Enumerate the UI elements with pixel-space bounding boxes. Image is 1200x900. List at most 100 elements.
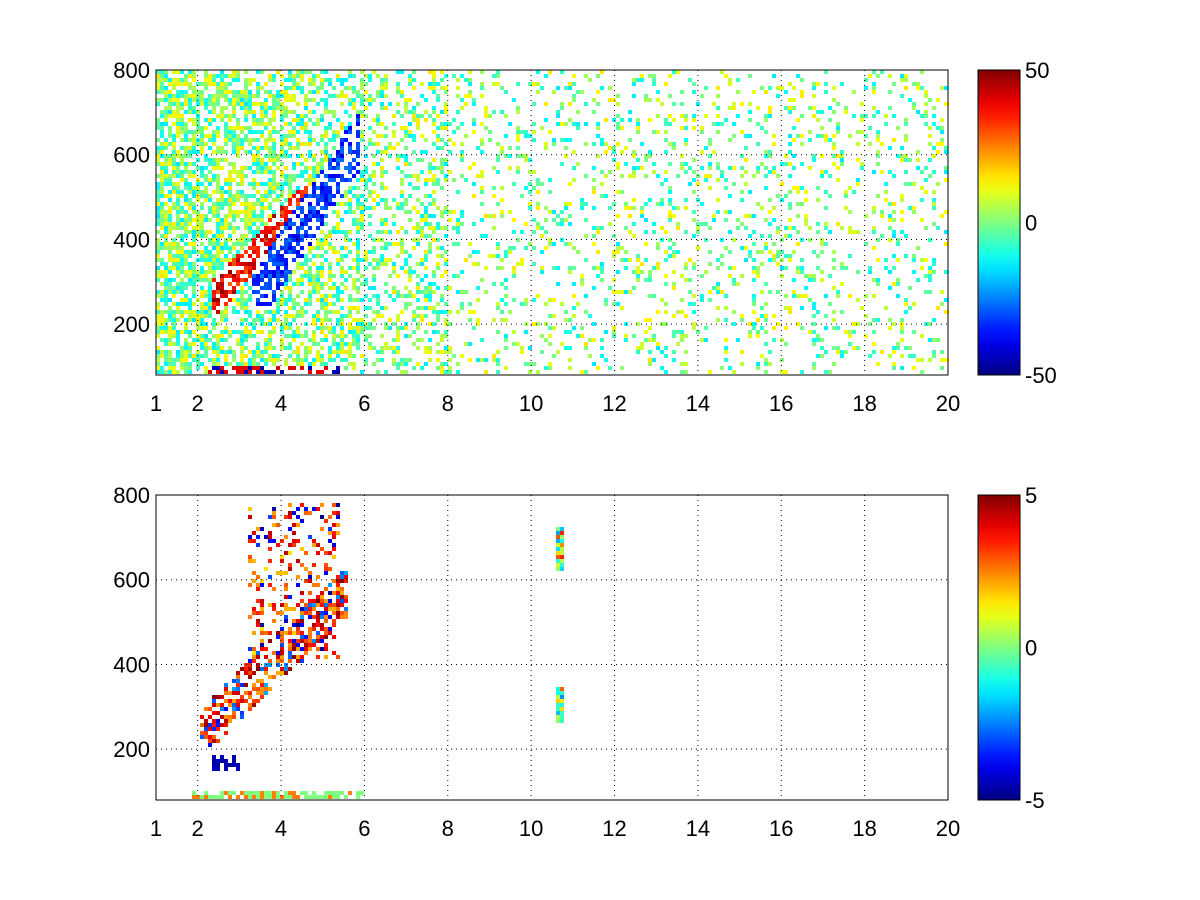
heatmap-cell bbox=[744, 214, 748, 218]
heatmap-cell bbox=[356, 170, 360, 174]
heatmap-cell bbox=[176, 242, 180, 246]
heatmap-cell bbox=[904, 182, 908, 186]
heatmap-cell bbox=[632, 198, 636, 202]
heatmap-cell bbox=[432, 70, 436, 74]
heatmap-cell bbox=[788, 134, 792, 138]
heatmap-cell bbox=[236, 214, 240, 218]
heatmap-cell bbox=[780, 238, 784, 242]
heatmap-cell bbox=[340, 326, 344, 330]
heatmap-cell bbox=[200, 354, 204, 358]
heatmap-cell bbox=[276, 198, 280, 202]
heatmap-cell bbox=[792, 126, 796, 130]
heatmap-cell bbox=[784, 226, 788, 230]
heatmap-cell bbox=[408, 334, 412, 338]
heatmap-cell bbox=[880, 210, 884, 214]
heatmap-cell bbox=[348, 354, 352, 358]
heatmap-cell bbox=[944, 270, 948, 274]
heatmap-cell bbox=[200, 146, 204, 150]
heatmap-cell bbox=[184, 250, 188, 254]
heatmap-cell bbox=[304, 334, 308, 338]
heatmap-cell bbox=[416, 230, 420, 234]
heatmap-cell bbox=[504, 250, 508, 254]
heatmap-cell bbox=[684, 142, 688, 146]
heatmap-cell bbox=[260, 358, 264, 362]
heatmap-cell bbox=[708, 154, 712, 158]
heatmap-cell bbox=[380, 246, 384, 250]
heatmap-cell bbox=[324, 314, 328, 318]
heatmap-cell bbox=[444, 86, 448, 90]
heatmap-cell bbox=[308, 346, 312, 350]
heatmap-cell bbox=[320, 158, 324, 162]
heatmap-cell bbox=[368, 306, 372, 310]
heatmap-cell bbox=[864, 334, 868, 338]
heatmap-cell bbox=[252, 655, 256, 659]
heatmap-cell bbox=[492, 358, 496, 362]
heatmap-cell bbox=[292, 194, 296, 198]
heatmap-cell bbox=[340, 202, 344, 206]
heatmap-cell bbox=[748, 118, 752, 122]
heatmap-cell bbox=[508, 310, 512, 314]
heatmap-cell bbox=[696, 246, 700, 250]
heatmap-cell bbox=[796, 118, 800, 122]
heatmap-cell bbox=[848, 210, 852, 214]
heatmap-cell bbox=[208, 94, 212, 98]
heatmap-cell bbox=[436, 318, 440, 322]
heatmap-cell bbox=[372, 274, 376, 278]
x-tick-label: 6 bbox=[358, 391, 370, 416]
heatmap-cell bbox=[232, 755, 236, 759]
heatmap-cell bbox=[232, 178, 236, 182]
heatmap-cell bbox=[844, 330, 848, 334]
heatmap-cell bbox=[336, 210, 340, 214]
heatmap-cell bbox=[376, 358, 380, 362]
heatmap-cell bbox=[428, 214, 432, 218]
heatmap-cell bbox=[424, 150, 428, 154]
heatmap-cell bbox=[244, 683, 248, 687]
heatmap-cell bbox=[164, 170, 168, 174]
heatmap-cell bbox=[580, 326, 584, 330]
heatmap-cell bbox=[172, 182, 176, 186]
heatmap-cell bbox=[160, 274, 164, 278]
heatmap-cell bbox=[292, 298, 296, 302]
heatmap-cell bbox=[228, 274, 232, 278]
heatmap-cell bbox=[256, 82, 260, 86]
heatmap-cell bbox=[296, 114, 300, 118]
heatmap-cell bbox=[436, 350, 440, 354]
heatmap-cell bbox=[244, 354, 248, 358]
heatmap-cell bbox=[336, 250, 340, 254]
heatmap-cell bbox=[324, 338, 328, 342]
heatmap-cell bbox=[216, 238, 220, 242]
heatmap-cell bbox=[240, 142, 244, 146]
heatmap-cell bbox=[288, 174, 292, 178]
heatmap-cell bbox=[436, 286, 440, 290]
heatmap-cell bbox=[272, 118, 276, 122]
heatmap-cell bbox=[932, 122, 936, 126]
heatmap-cell bbox=[268, 354, 272, 358]
heatmap-cell bbox=[504, 286, 508, 290]
heatmap-cell bbox=[860, 102, 864, 106]
heatmap-cell bbox=[444, 310, 448, 314]
heatmap-cell bbox=[872, 342, 876, 346]
heatmap-cell bbox=[344, 194, 348, 198]
heatmap-cell bbox=[280, 186, 284, 190]
heatmap-cell bbox=[316, 575, 320, 579]
heatmap-cell bbox=[396, 330, 400, 334]
heatmap-cell bbox=[192, 174, 196, 178]
heatmap-cell bbox=[172, 162, 176, 166]
heatmap-cell bbox=[440, 214, 444, 218]
heatmap-cell bbox=[356, 178, 360, 182]
heatmap-cell bbox=[288, 503, 292, 507]
heatmap-cell bbox=[336, 334, 340, 338]
heatmap-cell bbox=[388, 102, 392, 106]
heatmap-cell bbox=[668, 202, 672, 206]
heatmap-cell bbox=[260, 679, 264, 683]
heatmap-cell bbox=[320, 330, 324, 334]
heatmap-cell bbox=[788, 162, 792, 166]
heatmap-cell bbox=[340, 306, 344, 310]
heatmap-cell bbox=[212, 110, 216, 114]
heatmap-cell bbox=[884, 266, 888, 270]
heatmap-cell bbox=[280, 539, 284, 543]
heatmap-cell bbox=[276, 222, 280, 226]
heatmap-cell bbox=[200, 362, 204, 366]
heatmap-cell bbox=[512, 218, 516, 222]
heatmap-cell bbox=[296, 238, 300, 242]
